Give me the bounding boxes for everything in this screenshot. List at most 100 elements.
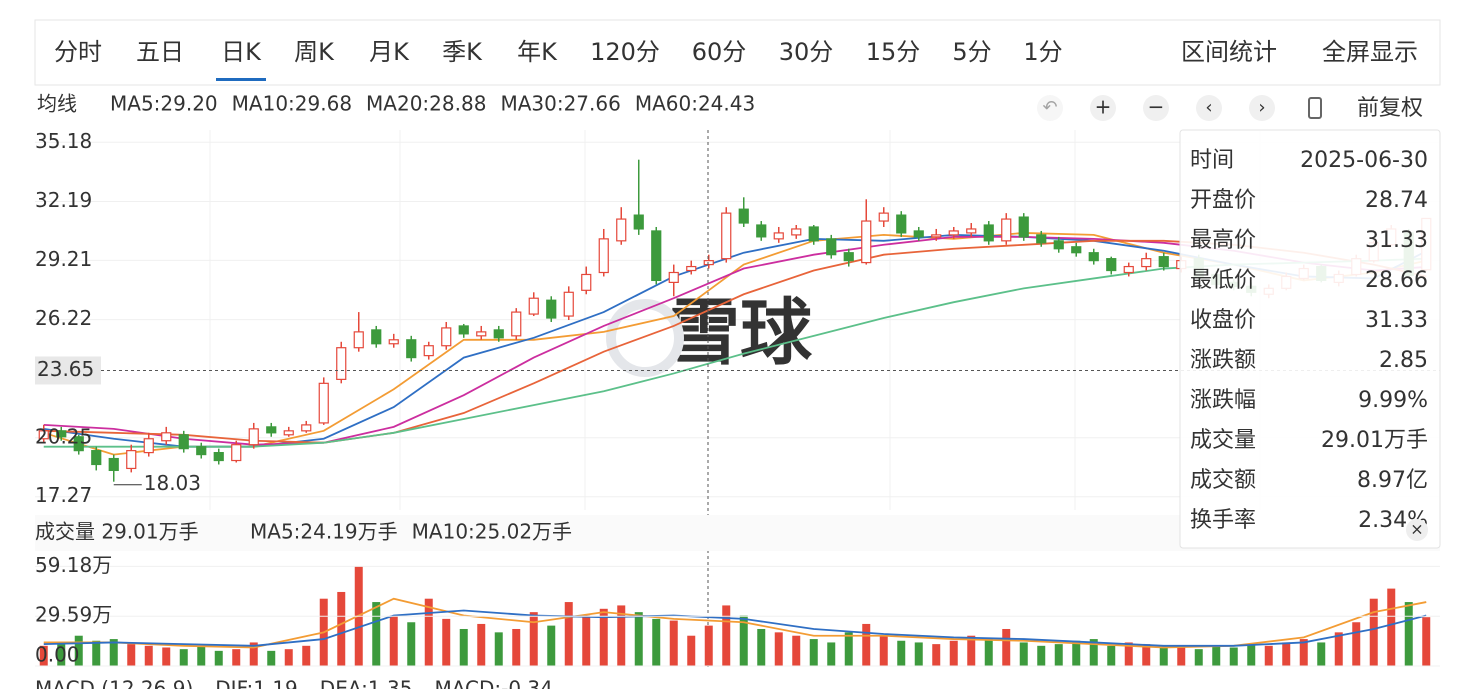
tab[interactable]: 30分 xyxy=(779,38,834,66)
volume-bar xyxy=(932,644,941,666)
tab[interactable]: 1分 xyxy=(1023,38,1062,66)
right-icon[interactable]: › xyxy=(1258,97,1265,118)
volume-bar xyxy=(284,649,293,666)
volume-bar xyxy=(214,650,223,666)
undo-button[interactable] xyxy=(1037,95,1063,121)
info-label: 时间 xyxy=(1190,148,1234,173)
tab[interactable]: 五日 xyxy=(136,38,184,66)
volume-bar xyxy=(1142,644,1151,666)
volume-bar xyxy=(1229,647,1238,666)
tab[interactable]: 日K xyxy=(221,38,262,66)
tab[interactable]: 5分 xyxy=(952,38,991,66)
volume-bar xyxy=(1299,639,1308,666)
info-close-button[interactable] xyxy=(1406,519,1428,541)
watermark-logo xyxy=(606,299,684,377)
candle-body xyxy=(878,212,889,222)
tab[interactable]: 120分 xyxy=(590,38,660,66)
volume-bar xyxy=(1369,598,1378,666)
volume-bar xyxy=(179,649,188,666)
toolbar-link[interactable]: 区间统计 xyxy=(1181,38,1277,66)
tab[interactable]: 分时 xyxy=(54,38,102,66)
volume-bar xyxy=(1107,645,1116,666)
candle-body xyxy=(1018,216,1029,238)
candle-body xyxy=(126,450,137,470)
zoom-out-button[interactable] xyxy=(1143,95,1169,121)
volume-bar xyxy=(617,605,626,666)
candle-body xyxy=(283,430,294,436)
info-close-icon[interactable]: × xyxy=(1410,520,1423,539)
volume-bar xyxy=(1422,617,1431,666)
volume-bar xyxy=(92,640,101,666)
tab[interactable]: 月K xyxy=(369,38,410,66)
y-tick-label: 26.22 xyxy=(35,306,92,330)
info-value: 8.97亿 xyxy=(1357,468,1428,493)
zoom-in-icon[interactable]: + xyxy=(1095,95,1112,119)
candle-body xyxy=(318,382,329,424)
candle-body xyxy=(1053,240,1064,250)
candle-body xyxy=(616,218,627,242)
left-icon[interactable]: ‹ xyxy=(1205,97,1212,118)
adjust-mode[interactable]: 前复权 xyxy=(1357,96,1423,121)
volume-ma-line xyxy=(43,609,1427,647)
candle-body xyxy=(406,339,417,359)
left-button[interactable] xyxy=(1196,95,1222,121)
candle-body xyxy=(1036,234,1047,244)
volume-bar xyxy=(949,640,958,666)
candle-body xyxy=(91,450,102,466)
macd-legend-entry: MACD (12,26,9) xyxy=(35,677,193,689)
candle-body xyxy=(1123,265,1134,274)
tab[interactable]: 周K xyxy=(294,38,335,66)
volume-title: 成交量 29.01万手 xyxy=(35,520,199,544)
toolbar-link[interactable]: 全屏显示 xyxy=(1322,38,1418,66)
candle-body xyxy=(756,224,767,238)
tab[interactable]: 15分 xyxy=(866,38,921,66)
candle-body xyxy=(721,212,732,260)
volume-bar xyxy=(424,598,433,666)
tab[interactable]: 年K xyxy=(517,38,558,66)
candle-body xyxy=(913,230,924,238)
volume-bar xyxy=(494,632,503,666)
candle-body xyxy=(1071,246,1082,254)
candle-body xyxy=(1158,256,1169,268)
candle-body xyxy=(948,230,959,236)
crosshair-label: 23.65 xyxy=(37,357,94,381)
candle-body xyxy=(266,426,277,434)
volume-bar xyxy=(127,644,136,666)
candle-body xyxy=(248,428,259,446)
tab[interactable]: 季K xyxy=(442,38,483,66)
tab[interactable]: 60分 xyxy=(692,38,747,66)
candle-body xyxy=(668,271,679,283)
info-value: 9.99% xyxy=(1358,388,1428,413)
candle-body xyxy=(196,446,207,456)
info-label: 开盘价 xyxy=(1190,188,1256,213)
volume-bar xyxy=(302,645,311,666)
volume-bar xyxy=(1404,602,1413,666)
zoom-in-button[interactable] xyxy=(1090,95,1116,121)
candle-body xyxy=(143,438,154,454)
candle-body xyxy=(178,434,189,450)
info-value: 2.85 xyxy=(1379,348,1428,373)
candle-body xyxy=(441,327,452,347)
right-button[interactable] xyxy=(1249,95,1275,121)
volume-bar xyxy=(1264,645,1273,666)
candle-body xyxy=(38,430,49,440)
volume-bar xyxy=(809,639,818,666)
candle-body xyxy=(458,325,469,335)
macd-legend-entry: DEA:1.35 xyxy=(320,677,413,689)
volume-bar xyxy=(774,632,783,666)
candle-style-button[interactable] xyxy=(1308,97,1322,119)
volume-bar xyxy=(564,602,573,666)
candle-body xyxy=(108,457,119,472)
volume-bar xyxy=(459,628,468,666)
tab-underline xyxy=(216,78,266,81)
volume-bar xyxy=(74,635,83,666)
volume-bar xyxy=(529,612,538,666)
candle-body xyxy=(563,291,574,317)
candle-body xyxy=(738,208,749,224)
zoom-out-icon[interactable]: − xyxy=(1148,95,1165,119)
volume-bar xyxy=(862,623,871,666)
candle-body xyxy=(546,299,557,319)
y-tick-label: 29.21 xyxy=(35,247,92,271)
volume-bar xyxy=(109,639,118,666)
